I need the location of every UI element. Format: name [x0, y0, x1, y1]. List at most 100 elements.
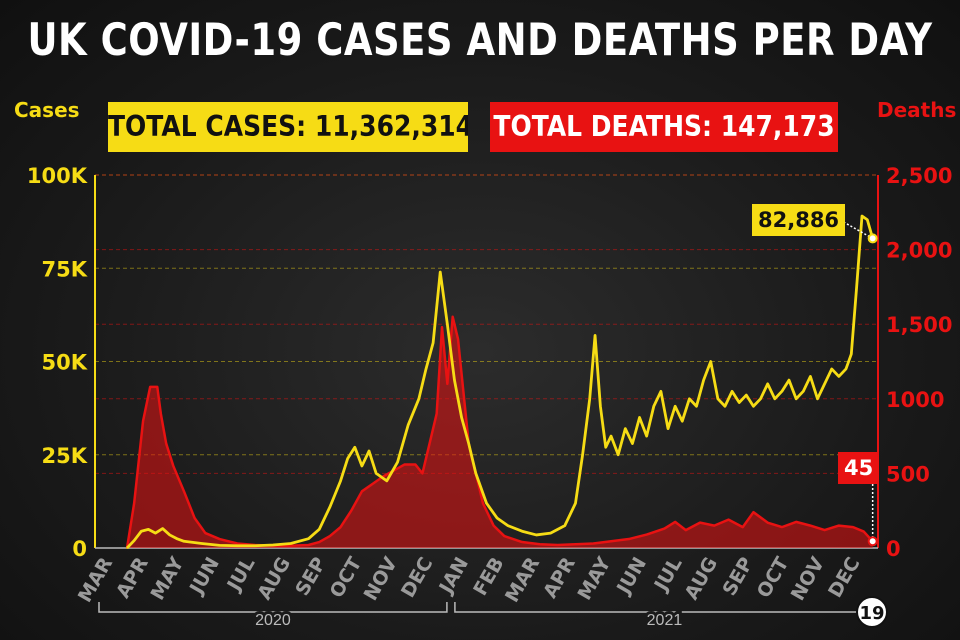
cases-point [866, 218, 869, 221]
cases-point [200, 542, 203, 545]
deaths-point [645, 533, 648, 536]
month-label: AUG [681, 554, 723, 604]
cases-point [446, 323, 449, 326]
cases-series [126, 214, 875, 549]
month-label: APR [539, 553, 580, 602]
cases-point [176, 537, 178, 540]
cases-point [594, 334, 596, 337]
cases-point [631, 442, 634, 445]
latest-deaths-callout: 45 [838, 452, 880, 484]
cases-point [667, 427, 669, 430]
deaths-point [838, 524, 840, 527]
deaths-point [421, 472, 424, 475]
deaths-point [674, 521, 676, 523]
annotation-marks: 19 [839, 219, 888, 628]
deaths-point [403, 463, 406, 466]
cases-point [475, 472, 477, 475]
year-label: 2021 [647, 612, 683, 629]
cases-point [681, 420, 684, 422]
cases-point [507, 524, 509, 527]
cases-point [485, 502, 488, 505]
month-label: JAN [434, 554, 473, 599]
cases-point [645, 435, 648, 437]
deaths-line [125, 315, 874, 549]
cases-point [766, 383, 769, 385]
deaths-point [451, 315, 454, 318]
deaths-point [133, 502, 135, 505]
deaths-point [539, 543, 541, 546]
cases-point [830, 368, 833, 370]
deaths-point [160, 412, 162, 415]
deaths-point [204, 532, 207, 534]
page-title: UK COVID-19 CASES AND DEATHS PER DAY [27, 14, 933, 66]
cases-point [695, 405, 698, 408]
total-cases-badge: TOTAL CASES: 11,362,314 [108, 102, 468, 152]
deaths-point [610, 540, 612, 543]
cases-point [674, 405, 676, 408]
month-label: MAR [501, 553, 544, 606]
cases-point [564, 524, 566, 527]
year-bracket [98, 602, 448, 613]
cases-point [604, 446, 607, 449]
month-label: JUN [612, 554, 651, 600]
total-cases-label: TOTAL CASES: 11,362,314 [108, 109, 468, 144]
cases-point [724, 405, 726, 408]
month-label: JUN [185, 554, 224, 600]
deaths-point [165, 442, 167, 445]
cases-point [759, 398, 762, 400]
right-axis-ticks: 0 500 1000 1,500 2,000 2,500 [886, 164, 952, 561]
month-label: MAY [146, 553, 188, 604]
deaths-series [125, 315, 874, 549]
cases-point [717, 398, 719, 400]
deaths-point [766, 521, 769, 524]
cases-point [346, 457, 349, 460]
deaths-point [218, 538, 221, 540]
total-deaths-badge: TOTAL DEATHS: 147,173 [490, 102, 838, 152]
cases-point [254, 544, 256, 547]
cases-line [126, 214, 875, 549]
cases-point [439, 271, 442, 273]
cases-point [660, 390, 662, 393]
deaths-point [823, 529, 826, 531]
cases-point [307, 537, 310, 540]
deaths-point [699, 521, 701, 524]
deaths-point [172, 465, 175, 467]
cases-point [855, 286, 858, 288]
cases-point [161, 527, 164, 530]
month-label: NOV [787, 553, 829, 604]
deaths-axis-title: Deaths [877, 98, 957, 122]
cases-latest-dot [867, 233, 878, 244]
cases-point [154, 532, 157, 534]
cases-point [588, 398, 591, 400]
cases-point [272, 544, 274, 546]
cases-tick-label: 50K [42, 351, 88, 375]
deaths-point [361, 490, 363, 493]
deaths-area [127, 316, 873, 548]
cases-point [375, 472, 377, 475]
cases-tick-label: 75K [42, 257, 88, 281]
cases-point [140, 530, 143, 533]
deaths-point [318, 541, 321, 543]
deaths-point [781, 526, 783, 528]
deaths-point [289, 544, 292, 547]
deaths-point [156, 386, 159, 388]
cases-point [809, 375, 812, 378]
deaths-tick-label: 500 [886, 462, 930, 486]
deaths-point [446, 383, 449, 385]
cases-point [773, 398, 776, 400]
cases-point [549, 532, 552, 534]
month-label: SEP [718, 553, 757, 599]
cases-point [861, 215, 863, 217]
cases-point [126, 547, 128, 549]
cases-point [133, 539, 135, 542]
month-label: JUL [222, 554, 259, 597]
cases-point [354, 446, 356, 449]
deaths-tick-label: 2,500 [886, 164, 952, 188]
cases-point [816, 398, 819, 400]
deaths-point [457, 338, 459, 340]
cases-point [823, 383, 826, 385]
cases-point [535, 534, 538, 536]
corner-badge [856, 596, 888, 628]
cases-point [850, 353, 853, 355]
cases-point [218, 544, 221, 547]
